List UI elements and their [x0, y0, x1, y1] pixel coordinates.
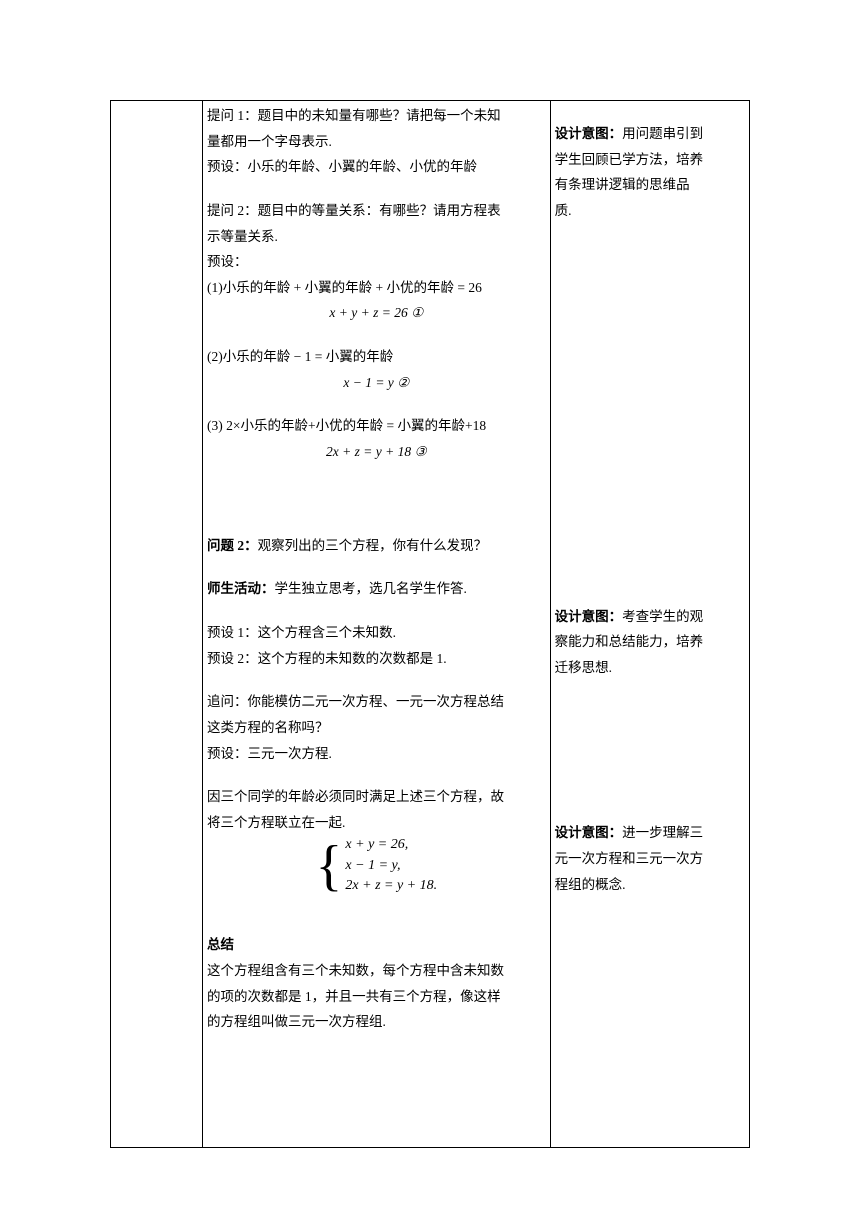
followup-l2: 这类方程的名称吗？ [207, 715, 546, 741]
eq3-math: 2x + z = y + 18 ③ [207, 439, 546, 465]
activity: 师生活动：学生独立思考，选几名学生作答. [207, 576, 546, 602]
design-2-text1: 考查学生的观 [622, 609, 703, 624]
left-cell [111, 101, 203, 1148]
reason-l1: 因三个同学的年龄必须同时满足上述三个方程，故 [207, 784, 546, 810]
left-brace-icon: { [316, 838, 343, 894]
summary-head: 总结 [207, 932, 546, 958]
q1-line2: 量都用一个字母表示. [207, 129, 546, 155]
design-1-l4: 质. [555, 198, 745, 224]
sys-line-3: 2x + z = y + 18. [345, 876, 437, 896]
design-1-l1: 设计意图：用问题串引到 [555, 121, 745, 147]
design-3-label: 设计意图： [555, 825, 623, 840]
middle-cell: 提问 1：题目中的未知量有哪些？请把每一个未知 量都用一个字母表示. 预设：小乐… [203, 101, 551, 1148]
activity-label: 师生活动： [207, 581, 275, 596]
system-lines: x + y = 26, x − 1 = y, 2x + z = y + 18. [345, 835, 437, 896]
reason-l2: 将三个方程联立在一起. [207, 810, 546, 836]
preset-a: 预设 1：这个方程含三个未知数. [207, 620, 546, 646]
followup-l1: 追问：你能模仿二元一次方程、一元一次方程总结 [207, 689, 546, 715]
design-2-l3: 迁移思想. [555, 655, 745, 681]
eq3-text: (3) 2×小乐的年龄+小优的年龄 = 小翼的年龄+18 [207, 413, 546, 439]
design-3-l3: 程组的概念. [555, 872, 745, 898]
preset-2-head: 预设： [207, 249, 546, 275]
design-1-l2: 学生回顾已学方法，培养 [555, 147, 745, 173]
design-3-text1: 进一步理解三 [622, 825, 703, 840]
summary-l3: 的方程组叫做三元一次方程组. [207, 1009, 546, 1035]
eq1-text: (1)小乐的年龄 + 小翼的年龄 + 小优的年龄 = 26 [207, 275, 546, 301]
summary-l2: 的项的次数都是 1，并且一共有三个方程，像这样 [207, 984, 546, 1010]
equation-system: { x + y = 26, x − 1 = y, 2x + z = y + 18… [207, 835, 546, 896]
q2-line2: 示等量关系. [207, 224, 546, 250]
design-1-text1: 用问题串引到 [622, 126, 703, 141]
q2-line1: 提问 2：题目中的等量关系：有哪些？请用方程表 [207, 198, 546, 224]
right-cell: 设计意图：用问题串引到 学生回顾已学方法，培养 有条理讲逻辑的思维品 质. 设计… [550, 101, 749, 1148]
summary-l1: 这个方程组含有三个未知数，每个方程中含未知数 [207, 958, 546, 984]
eq2-text: (2)小乐的年龄 − 1 = 小翼的年龄 [207, 344, 546, 370]
page-container: 提问 1：题目中的未知量有哪些？请把每一个未知 量都用一个字母表示. 预设：小乐… [0, 0, 860, 1216]
preset-b: 预设 2：这个方程的未知数的次数都是 1. [207, 646, 546, 672]
problem-2: 问题 2：观察列出的三个方程，你有什么发现？ [207, 533, 546, 559]
preset-1: 预设：小乐的年龄、小翼的年龄、小优的年龄 [207, 154, 546, 180]
table-row: 提问 1：题目中的未知量有哪些？请把每一个未知 量都用一个字母表示. 预设：小乐… [111, 101, 750, 1148]
design-2-label: 设计意图： [555, 609, 623, 624]
design-3-l2: 元一次方程和三元一次方 [555, 846, 745, 872]
activity-text: 学生独立思考，选几名学生作答. [275, 581, 467, 596]
design-2-l1: 设计意图：考查学生的观 [555, 604, 745, 630]
followup-preset: 预设：三元一次方程. [207, 741, 546, 767]
design-1-l3: 有条理讲逻辑的思维品 [555, 172, 745, 198]
eq1-math: x + y + z = 26 ① [207, 300, 546, 326]
problem-2-label: 问题 2： [207, 538, 258, 553]
q1-line1: 提问 1：题目中的未知量有哪些？请把每一个未知 [207, 103, 546, 129]
sys-line-2: x − 1 = y, [345, 856, 437, 876]
sys-line-1: x + y = 26, [345, 835, 437, 855]
design-3-l1: 设计意图：进一步理解三 [555, 820, 745, 846]
design-1-label: 设计意图： [555, 126, 623, 141]
problem-2-text: 观察列出的三个方程，你有什么发现？ [258, 538, 488, 553]
lesson-plan-table: 提问 1：题目中的未知量有哪些？请把每一个未知 量都用一个字母表示. 预设：小乐… [110, 100, 750, 1148]
eq2-math: x − 1 = y ② [207, 370, 546, 396]
design-2-l2: 察能力和总结能力，培养 [555, 629, 745, 655]
